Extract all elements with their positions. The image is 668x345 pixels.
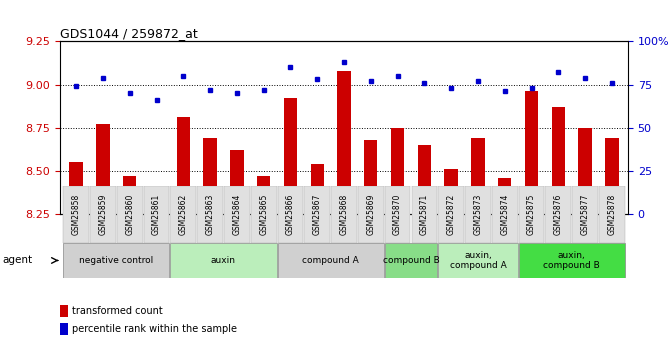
Text: GSM25868: GSM25868 bbox=[339, 194, 349, 235]
Text: GSM25860: GSM25860 bbox=[126, 194, 134, 235]
Bar bbox=[311, 164, 324, 214]
Bar bbox=[599, 186, 625, 243]
Bar bbox=[278, 186, 303, 243]
Text: GSM25859: GSM25859 bbox=[98, 194, 108, 235]
Bar bbox=[546, 186, 571, 243]
Text: GSM25876: GSM25876 bbox=[554, 194, 562, 235]
Bar bbox=[224, 186, 250, 243]
Bar bbox=[150, 207, 163, 214]
Bar bbox=[144, 186, 170, 243]
Bar bbox=[63, 243, 170, 278]
Bar bbox=[471, 138, 484, 214]
Bar bbox=[305, 186, 330, 243]
Bar bbox=[96, 124, 110, 214]
Bar bbox=[117, 186, 142, 243]
Bar bbox=[358, 186, 383, 243]
Bar bbox=[498, 178, 512, 214]
Bar bbox=[578, 128, 592, 214]
Text: GSM25869: GSM25869 bbox=[366, 194, 375, 235]
Bar bbox=[230, 150, 244, 214]
Text: GSM25861: GSM25861 bbox=[152, 194, 161, 235]
Bar bbox=[518, 243, 625, 278]
Bar bbox=[60, 323, 69, 335]
Text: auxin: auxin bbox=[211, 256, 236, 265]
Text: GSM25871: GSM25871 bbox=[420, 194, 429, 235]
Bar bbox=[204, 138, 217, 214]
Bar bbox=[364, 140, 377, 214]
Bar bbox=[69, 162, 83, 214]
Bar bbox=[518, 186, 544, 243]
Text: GSM25865: GSM25865 bbox=[259, 194, 268, 235]
Text: GSM25858: GSM25858 bbox=[71, 194, 81, 235]
Text: negative control: negative control bbox=[79, 256, 154, 265]
Bar bbox=[411, 186, 438, 243]
Text: GSM25877: GSM25877 bbox=[580, 194, 590, 235]
Text: GSM25878: GSM25878 bbox=[607, 194, 617, 235]
Text: GSM25864: GSM25864 bbox=[232, 194, 241, 235]
Text: GSM25867: GSM25867 bbox=[313, 194, 322, 235]
Text: auxin,
compound A: auxin, compound A bbox=[450, 251, 506, 270]
Bar bbox=[63, 186, 89, 243]
Bar bbox=[418, 145, 431, 214]
Bar bbox=[170, 243, 277, 278]
Text: GSM25866: GSM25866 bbox=[286, 194, 295, 235]
Bar bbox=[525, 91, 538, 214]
Text: GSM25862: GSM25862 bbox=[179, 194, 188, 235]
Text: GSM25872: GSM25872 bbox=[447, 194, 456, 235]
Bar bbox=[552, 107, 565, 214]
Bar bbox=[284, 98, 297, 214]
Bar bbox=[278, 243, 383, 278]
Text: GSM25863: GSM25863 bbox=[206, 194, 214, 235]
Bar bbox=[123, 176, 136, 214]
Text: transformed count: transformed count bbox=[72, 306, 162, 316]
Bar bbox=[90, 186, 116, 243]
Bar bbox=[391, 128, 404, 214]
Bar bbox=[250, 186, 277, 243]
Bar bbox=[331, 186, 357, 243]
Bar bbox=[197, 186, 223, 243]
Bar bbox=[438, 186, 464, 243]
Bar bbox=[438, 243, 518, 278]
Bar bbox=[176, 117, 190, 214]
Text: auxin,
compound B: auxin, compound B bbox=[543, 251, 600, 270]
Text: agent: agent bbox=[2, 256, 32, 265]
Bar bbox=[465, 186, 491, 243]
Bar bbox=[385, 243, 438, 278]
Text: GDS1044 / 259872_at: GDS1044 / 259872_at bbox=[60, 27, 198, 40]
Text: GSM25870: GSM25870 bbox=[393, 194, 402, 235]
Bar bbox=[605, 138, 619, 214]
Text: compound B: compound B bbox=[383, 256, 440, 265]
Bar bbox=[572, 186, 598, 243]
Text: percentile rank within the sample: percentile rank within the sample bbox=[72, 324, 237, 334]
Text: GSM25873: GSM25873 bbox=[474, 194, 482, 235]
Bar bbox=[444, 169, 458, 214]
Bar bbox=[60, 305, 69, 317]
Bar bbox=[337, 71, 351, 214]
Text: GSM25874: GSM25874 bbox=[500, 194, 509, 235]
Bar bbox=[257, 176, 271, 214]
Bar bbox=[385, 186, 410, 243]
Bar bbox=[170, 186, 196, 243]
Text: GSM25875: GSM25875 bbox=[527, 194, 536, 235]
Bar bbox=[492, 186, 518, 243]
Text: compound A: compound A bbox=[302, 256, 359, 265]
